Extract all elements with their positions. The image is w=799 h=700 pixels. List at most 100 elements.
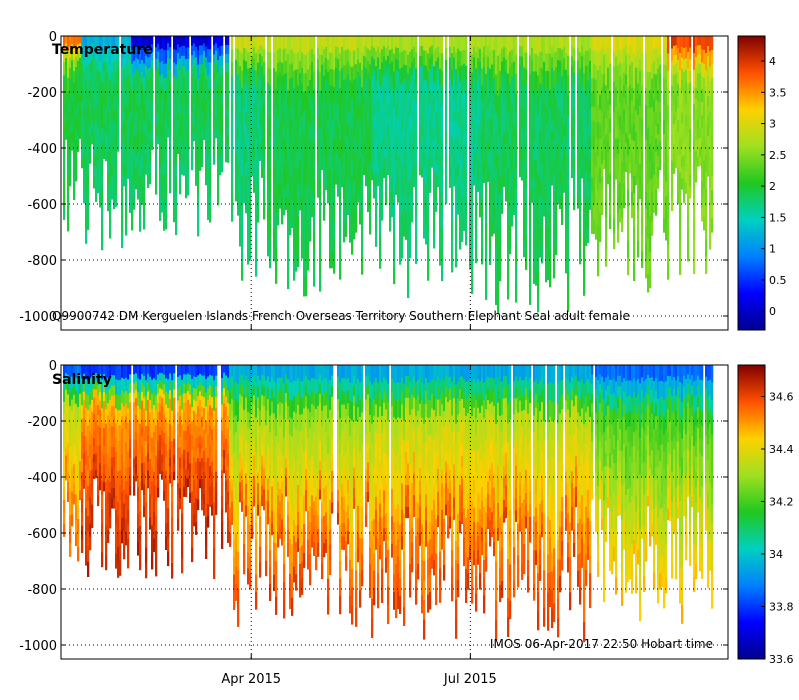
temperature-cell (371, 149, 374, 160)
temperature-cell (419, 65, 422, 76)
temperature-cell (451, 86, 454, 104)
temperature-cell (305, 73, 308, 92)
temperature-cell (435, 111, 438, 125)
temperature-cell (619, 208, 622, 223)
temperature-cell (355, 162, 358, 177)
temperature-cell (111, 129, 114, 142)
temperature-cell (539, 51, 542, 68)
temperature-cell (323, 62, 326, 76)
temperature-cell (201, 36, 204, 46)
temperature-cell (393, 213, 396, 231)
temperature-cell (99, 48, 102, 61)
temperature-cell (391, 139, 394, 153)
temperature-cell (585, 170, 588, 187)
temperature-cell (485, 167, 488, 187)
temperature-cell (607, 36, 610, 47)
temperature-cell (525, 102, 528, 120)
temperature-cell (401, 115, 404, 132)
temperature-cell (397, 119, 400, 132)
temperature-profile (429, 36, 432, 193)
temperature-cell (583, 239, 586, 259)
temperature-cell (615, 107, 618, 119)
temperature-cell (707, 106, 710, 117)
temperature-cell (705, 53, 708, 71)
temperature-cell (293, 123, 296, 142)
temperature-profile (67, 36, 70, 232)
temperature-cell (439, 183, 442, 201)
temperature-cell (139, 77, 142, 93)
temperature-cell (651, 107, 654, 122)
temperature-cell (219, 165, 222, 176)
temperature-cell (457, 48, 460, 62)
temperature-cell (589, 159, 592, 173)
temperature-cell (599, 138, 602, 154)
temperature-profile (477, 36, 480, 192)
temperature-cell (423, 194, 426, 210)
temperature-cell (139, 217, 142, 232)
temperature-cell (247, 248, 250, 265)
temperature-cell (173, 115, 176, 130)
temperature-cell (625, 152, 628, 163)
temperature-cell (613, 188, 616, 204)
salinity-cell (87, 425, 90, 441)
temperature-cell (291, 131, 294, 146)
temperature-profile (699, 36, 702, 167)
temperature-cell (137, 36, 140, 48)
temperature-cell (349, 213, 352, 228)
temperature-cell (487, 36, 490, 47)
temperature-cell (523, 162, 526, 179)
temperature-cell (345, 79, 348, 94)
temperature-cell (217, 168, 220, 182)
temperature-cell (479, 48, 482, 63)
temperature-cell (553, 36, 556, 54)
temperature-cell (515, 36, 518, 56)
temperature-cell (245, 162, 248, 176)
temperature-cell (387, 36, 390, 47)
temperature-cell (77, 93, 80, 103)
temperature-cell (167, 36, 170, 44)
temperature-cell (587, 227, 590, 243)
temperature-cell (155, 160, 158, 172)
temperature-cell (513, 138, 516, 152)
temperature-cell (263, 127, 266, 141)
temperature-cell (431, 158, 434, 168)
temperature-profile (665, 36, 668, 241)
temperature-cell (687, 180, 690, 198)
temperature-cell (165, 36, 168, 51)
temperature-cell (281, 62, 284, 77)
temperature-cell (235, 118, 238, 131)
temperature-cell (427, 36, 430, 54)
temperature-cell (131, 160, 134, 175)
temperature-profile (105, 36, 108, 162)
temperature-cell (227, 135, 230, 145)
temperature-cell (683, 190, 686, 204)
temperature-cell (363, 45, 366, 57)
temperature-cell (585, 215, 588, 231)
temperature-cell (141, 168, 144, 181)
temperature-cell (349, 109, 352, 125)
temperature-cell (115, 72, 118, 85)
temperature-cell (551, 68, 554, 79)
temperature-cell (357, 190, 360, 203)
temperature-profile (83, 36, 86, 204)
temperature-cell (503, 165, 506, 177)
temperature-cell (623, 146, 626, 160)
temperature-cell (251, 56, 254, 67)
temperature-cell (95, 178, 98, 191)
temperature-cell (259, 98, 262, 108)
temperature-cell (573, 160, 576, 173)
temperature-cell (409, 51, 412, 68)
temperature-cell (161, 73, 164, 87)
temperature-cell (449, 46, 452, 58)
temperature-cell (565, 205, 568, 223)
temperature-cell (245, 111, 248, 125)
temperature-cell (633, 88, 636, 107)
temperature-cell (605, 36, 608, 53)
temperature-cell (235, 36, 238, 49)
temperature-cell (483, 109, 486, 121)
temperature-cell (307, 119, 310, 137)
salinity-cell (63, 426, 66, 439)
temperature-cell (371, 36, 374, 47)
temperature-cell (243, 131, 246, 144)
temperature-cell (69, 100, 72, 112)
